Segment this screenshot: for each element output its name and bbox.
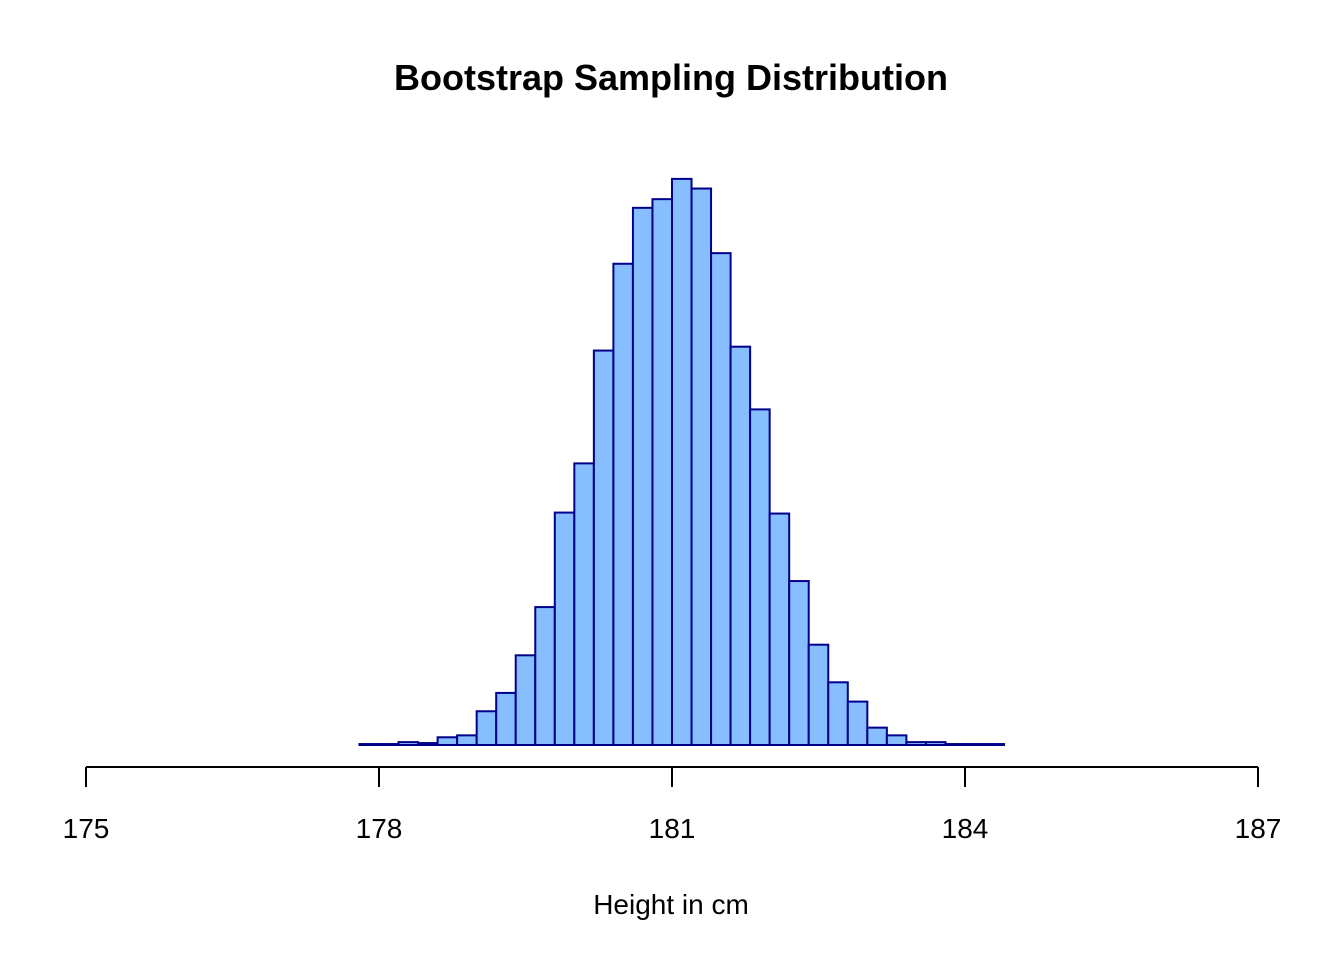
histogram-bar [729,345,752,746]
histogram-bar [358,743,381,746]
histogram-bar [397,741,420,746]
histogram-bar [964,743,986,746]
histogram-bar [710,252,732,746]
histogram-bar [631,206,654,746]
histogram-bar [456,734,478,746]
histogram-bar [983,743,1006,746]
chart-title: Bootstrap Sampling Distribution [394,57,948,98]
histogram-bar [788,580,810,746]
histogram-bar [553,511,576,747]
x-tick-label: 181 [649,813,696,844]
histogram-bar [495,691,517,746]
histogram-bar [924,741,947,746]
histogram-bar [866,726,888,747]
x-axis-title: Height in cm [593,889,749,920]
histogram-bar [573,462,595,746]
histogram-bar [534,606,556,747]
histogram-bar [846,700,869,746]
x-axis-ticks: 175 178 181 184 187 [63,767,1282,844]
x-tick-label: 178 [356,813,403,844]
histogram-bar [690,187,713,747]
histogram-bar [612,262,634,746]
x-axis: 175 178 181 184 187 [63,766,1282,844]
histogram-bar [885,734,908,746]
x-tick-label: 184 [942,813,989,844]
histogram-bar [671,177,693,746]
histogram-bar [592,349,615,746]
histogram-bar [905,741,927,746]
histogram-bar [475,710,498,746]
histogram-bar [378,743,400,746]
histogram-bar [749,408,771,746]
histogram-bars [358,177,1006,747]
histogram-bar [514,654,537,746]
x-tick-label: 175 [63,813,110,844]
histogram-bar [417,742,439,747]
histogram-bar [944,743,966,746]
histogram-bar [651,198,673,746]
histogram-bar [807,643,830,747]
x-tick-label: 187 [1235,813,1282,844]
histogram-bar [827,681,849,746]
histogram-bar [436,736,459,747]
histogram-bar [768,512,791,746]
